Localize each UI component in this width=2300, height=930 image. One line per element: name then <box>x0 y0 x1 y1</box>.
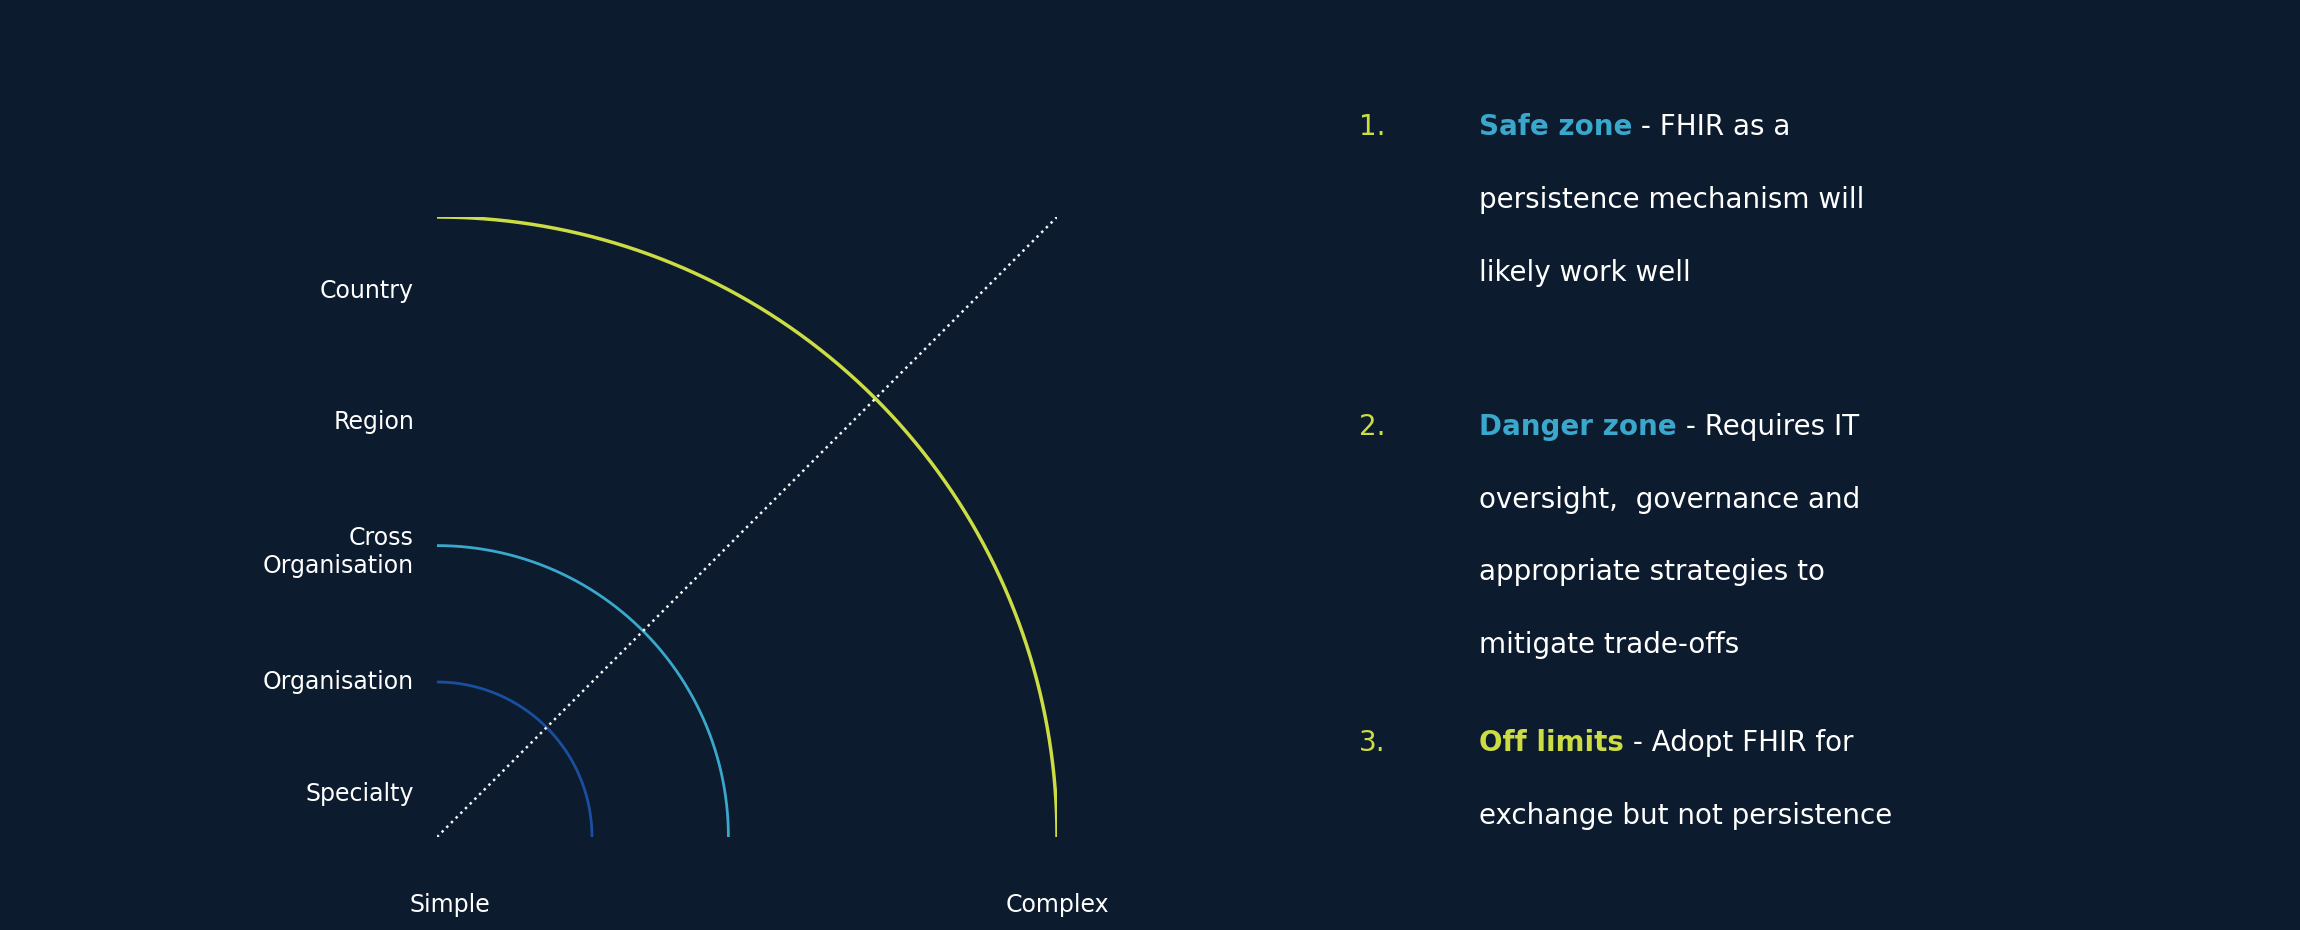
Text: Region: Region <box>334 409 414 433</box>
Text: appropriate strategies to: appropriate strategies to <box>1479 558 1824 587</box>
Text: Safe zone: Safe zone <box>1479 113 1633 141</box>
Text: Simple: Simple <box>409 893 490 917</box>
Text: Country: Country <box>320 279 414 303</box>
Text: - Adopt FHIR for: - Adopt FHIR for <box>1624 729 1854 758</box>
Text: Danger zone: Danger zone <box>1479 413 1677 441</box>
Text: Cross
Organisation: Cross Organisation <box>262 525 414 578</box>
Text: - Requires IT: - Requires IT <box>1677 413 1858 441</box>
Text: - FHIR as a: - FHIR as a <box>1633 113 1792 141</box>
Text: mitigate trade-offs: mitigate trade-offs <box>1479 631 1739 659</box>
Text: exchange but not persistence: exchange but not persistence <box>1479 803 1893 830</box>
Text: 1.: 1. <box>1359 113 1387 141</box>
Text: Complex: Complex <box>1005 893 1109 917</box>
Text: Specialty: Specialty <box>306 781 414 805</box>
Text: 2.: 2. <box>1359 413 1387 441</box>
Text: Organisation: Organisation <box>262 670 414 694</box>
Text: Off limits: Off limits <box>1479 729 1624 758</box>
Text: likely work well: likely work well <box>1479 259 1690 287</box>
Text: 3.: 3. <box>1359 729 1387 758</box>
Text: oversight,  governance and: oversight, governance and <box>1479 485 1861 513</box>
Text: persistence mechanism will: persistence mechanism will <box>1479 186 1865 214</box>
